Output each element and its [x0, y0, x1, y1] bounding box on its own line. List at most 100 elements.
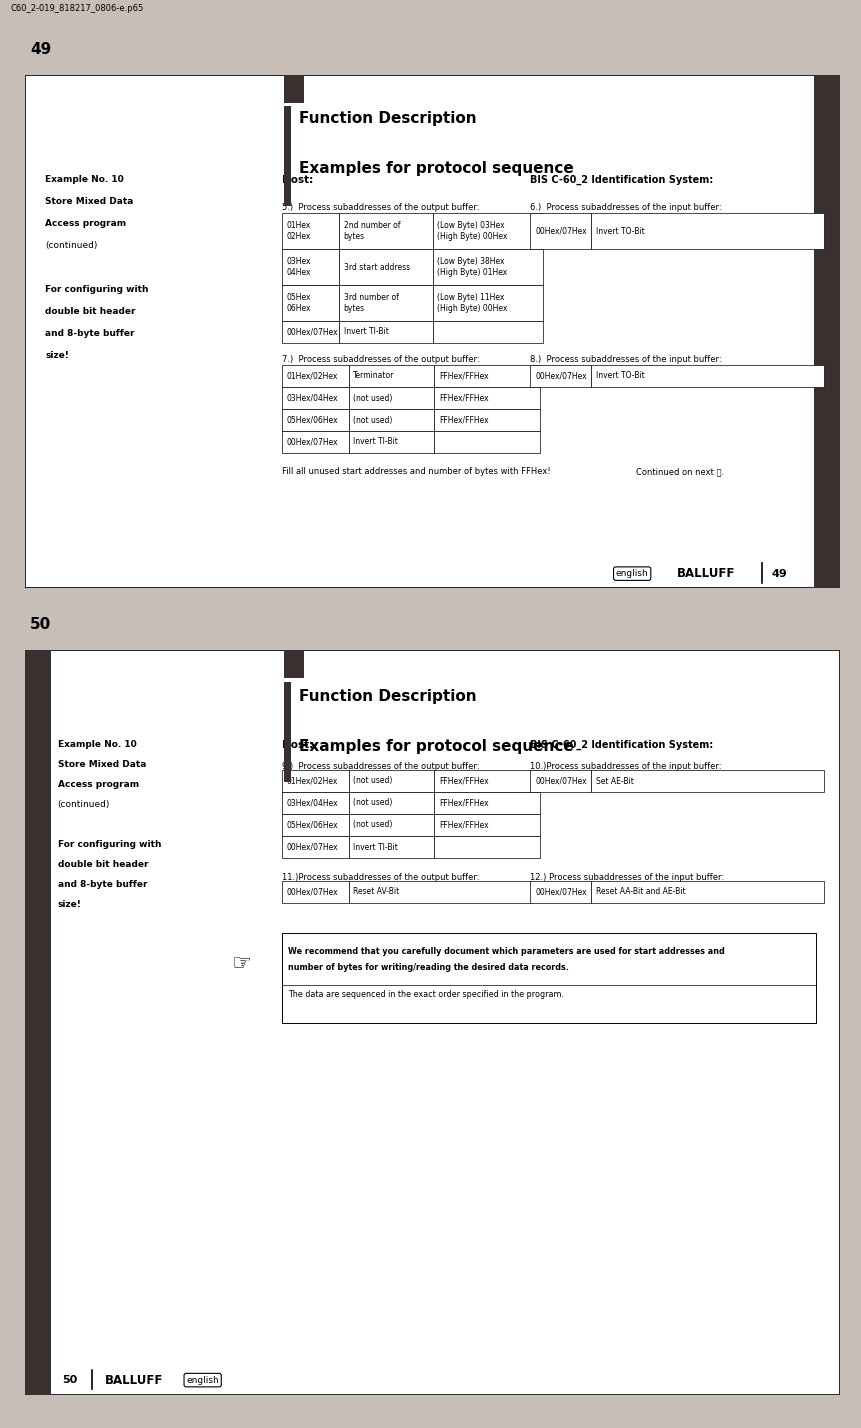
Text: 05Hex/06Hex: 05Hex/06Hex: [287, 821, 338, 830]
Bar: [592, 213, 824, 248]
Text: BALLUFF: BALLUFF: [677, 567, 735, 580]
Bar: [282, 408, 349, 431]
Bar: [434, 814, 540, 835]
Text: 03Hex
04Hex: 03Hex 04Hex: [287, 257, 311, 277]
Text: Host:: Host:: [282, 740, 313, 750]
Text: 01Hex/02Hex: 01Hex/02Hex: [287, 777, 338, 785]
Text: ☞: ☞: [231, 954, 251, 974]
Text: Store Mixed Data: Store Mixed Data: [46, 197, 133, 206]
Bar: [432, 213, 542, 248]
Text: C60_2-019_818217_0806-e.p65: C60_2-019_818217_0806-e.p65: [10, 4, 144, 13]
Text: 12.) Process subaddresses of the input buffer:: 12.) Process subaddresses of the input b…: [530, 873, 724, 883]
Bar: [282, 431, 349, 453]
Bar: [349, 881, 532, 902]
Text: 03Hex/04Hex: 03Hex/04Hex: [287, 394, 338, 403]
Text: Fill all unused start addresses and number of bytes with FFHex!: Fill all unused start addresses and numb…: [282, 467, 550, 476]
Bar: [814, 76, 840, 588]
Text: 50: 50: [30, 617, 52, 633]
Text: FFHex/FFHex: FFHex/FFHex: [439, 371, 489, 380]
Text: 05Hex
06Hex: 05Hex 06Hex: [287, 293, 311, 313]
Bar: [434, 835, 540, 858]
Bar: [282, 814, 349, 835]
Bar: [349, 835, 434, 858]
Text: 3rd number of
bytes: 3rd number of bytes: [344, 293, 399, 313]
Text: (not used): (not used): [354, 798, 393, 807]
Text: Examples for protocol sequence: Examples for protocol sequence: [299, 740, 573, 754]
Bar: [434, 770, 540, 793]
Text: double bit header: double bit header: [58, 860, 148, 870]
Text: FFHex/FFHex: FFHex/FFHex: [439, 777, 489, 785]
Text: For configuring with: For configuring with: [58, 840, 161, 850]
Text: Access program: Access program: [46, 218, 127, 228]
Text: double bit header: double bit header: [46, 307, 136, 316]
Text: (not used): (not used): [354, 777, 393, 785]
Text: Reset AV-Bit: Reset AV-Bit: [354, 887, 400, 897]
Text: The data are sequenced in the exact order specified in the program.: The data are sequenced in the exact orde…: [288, 990, 564, 1000]
Text: (not used): (not used): [354, 821, 393, 830]
Text: 00Hex/07Hex: 00Hex/07Hex: [287, 327, 338, 337]
Text: Invert TO-Bit: Invert TO-Bit: [597, 371, 645, 380]
Bar: [432, 248, 542, 286]
Text: For configuring with: For configuring with: [46, 286, 149, 294]
Bar: [530, 770, 592, 793]
Text: Example No. 10: Example No. 10: [58, 740, 136, 750]
Bar: [530, 213, 592, 248]
Text: number of bytes for writing/reading the desired data records.: number of bytes for writing/reading the …: [288, 962, 569, 972]
Bar: [338, 213, 432, 248]
Bar: [282, 881, 349, 902]
Bar: [282, 793, 349, 814]
Bar: [530, 881, 592, 902]
Text: 00Hex/07Hex: 00Hex/07Hex: [536, 227, 587, 236]
Text: Access program: Access program: [58, 780, 139, 790]
Text: 3rd start address: 3rd start address: [344, 263, 410, 271]
Text: (continued): (continued): [58, 800, 110, 810]
Bar: [434, 387, 540, 408]
Bar: [338, 286, 432, 321]
Bar: [282, 932, 815, 1022]
Bar: [282, 286, 338, 321]
Text: 00Hex/07Hex: 00Hex/07Hex: [287, 843, 338, 851]
Text: 9.)  Process subaddresses of the output buffer:: 9.) Process subaddresses of the output b…: [282, 763, 480, 771]
Text: english: english: [616, 570, 648, 578]
Text: Examples for protocol sequence: Examples for protocol sequence: [299, 161, 573, 176]
Bar: [282, 387, 349, 408]
Bar: [338, 321, 432, 343]
Text: 49: 49: [30, 41, 52, 57]
Text: We recommend that you carefully document which parameters are used for start add: We recommend that you carefully document…: [288, 947, 725, 955]
Bar: [282, 321, 338, 343]
Bar: [349, 793, 434, 814]
Text: 10.)Process subaddresses of the input buffer:: 10.)Process subaddresses of the input bu…: [530, 763, 722, 771]
Text: 01Hex/02Hex: 01Hex/02Hex: [287, 371, 338, 380]
Text: 11.)Process subaddresses of the output buffer:: 11.)Process subaddresses of the output b…: [282, 873, 480, 883]
Bar: [349, 431, 434, 453]
Text: (not used): (not used): [354, 394, 393, 403]
Text: 03Hex/04Hex: 03Hex/04Hex: [287, 798, 338, 807]
Text: (Low Byte) 11Hex
(High Byte) 00Hex: (Low Byte) 11Hex (High Byte) 00Hex: [437, 293, 508, 313]
Text: Function Description: Function Description: [299, 111, 476, 126]
Bar: [592, 366, 824, 387]
Text: and 8-byte buffer: and 8-byte buffer: [46, 328, 135, 338]
Text: 6.)  Process subaddresses of the input buffer:: 6.) Process subaddresses of the input bu…: [530, 203, 722, 211]
Text: english: english: [186, 1375, 219, 1385]
Bar: [434, 431, 540, 453]
Text: BIS C-60_2 Identification System:: BIS C-60_2 Identification System:: [530, 176, 714, 186]
Bar: [349, 770, 434, 793]
Bar: [349, 814, 434, 835]
Bar: [284, 650, 304, 678]
Text: (Low Byte) 03Hex
(High Byte) 00Hex: (Low Byte) 03Hex (High Byte) 00Hex: [437, 221, 508, 241]
Bar: [432, 286, 542, 321]
Text: 8.)  Process subaddresses of the input buffer:: 8.) Process subaddresses of the input bu…: [530, 356, 722, 364]
Text: Continued on next ˾.: Continued on next ˾.: [636, 467, 724, 476]
Bar: [349, 408, 434, 431]
Bar: [282, 835, 349, 858]
Bar: [282, 213, 338, 248]
Bar: [530, 366, 592, 387]
Text: size!: size!: [58, 900, 82, 910]
Bar: [282, 366, 349, 387]
Text: Reset AA-Bit and AE-Bit: Reset AA-Bit and AE-Bit: [597, 887, 686, 897]
Bar: [349, 387, 434, 408]
Text: (not used): (not used): [354, 416, 393, 424]
Bar: [434, 408, 540, 431]
Bar: [592, 770, 824, 793]
Text: 50: 50: [62, 1375, 77, 1385]
